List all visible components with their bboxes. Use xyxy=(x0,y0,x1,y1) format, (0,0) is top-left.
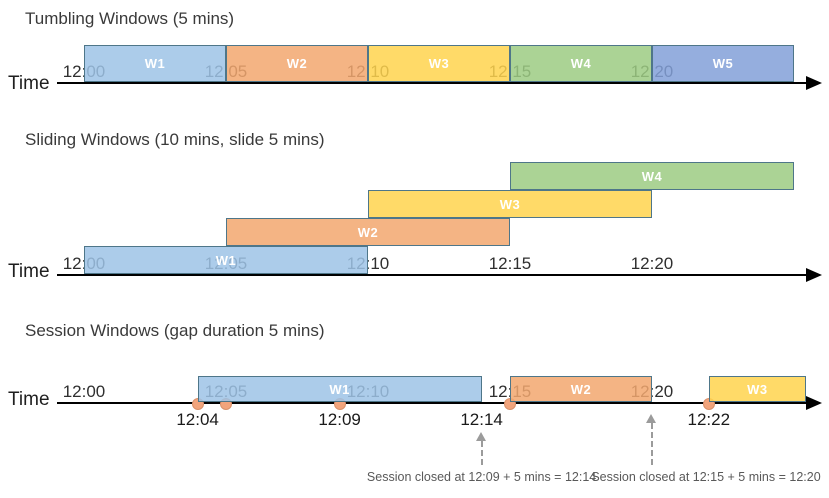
window-tumbling-w4: W4 xyxy=(510,45,652,82)
window-tumbling-w3: W3 xyxy=(368,45,510,82)
window-label: W3 xyxy=(499,196,521,212)
window-session-w2: W2 xyxy=(510,376,652,402)
axis-tick-label: 12:20 xyxy=(630,254,674,273)
window-label: W1 xyxy=(144,56,166,71)
window-label: W5 xyxy=(712,56,734,71)
window-label: W4 xyxy=(570,56,592,71)
callout-dashed-line xyxy=(480,441,483,465)
time-axis-arrowhead-icon xyxy=(806,76,822,90)
callout-up-arrow-icon xyxy=(475,432,486,441)
window-tumbling-w1: W1 xyxy=(84,45,226,82)
time-axis-line xyxy=(57,274,806,276)
window-label: W2 xyxy=(286,56,308,71)
window-tumbling-w5: W5 xyxy=(652,45,794,82)
section-title-session: Session Windows (gap duration 5 mins) xyxy=(25,321,325,340)
callout-text: Session closed at 12:09 + 5 mins = 12:14 xyxy=(366,470,597,484)
time-axis-label: Time xyxy=(8,389,50,410)
window-sliding-w2: W2 xyxy=(226,218,510,246)
window-sliding-w3: W3 xyxy=(368,190,652,218)
time-axis-line xyxy=(57,402,806,404)
callout-text: Session closed at 12:15 + 5 mins = 12:20 xyxy=(591,470,821,484)
window-session-w1: W1 xyxy=(197,376,482,402)
event-time-label: 12:14 xyxy=(460,410,503,429)
window-label: W4 xyxy=(641,168,663,184)
section-title-sliding: Sliding Windows (10 mins, slide 5 mins) xyxy=(25,130,325,149)
callout-dashed-line xyxy=(651,423,653,465)
callout-up-arrow-icon xyxy=(646,414,656,423)
window-sliding-w4: W4 xyxy=(510,162,794,190)
window-label: W2 xyxy=(570,381,592,397)
event-time-label: 12:09 xyxy=(318,410,361,429)
window-sliding-w1: W1 xyxy=(84,246,368,274)
axis-tick-label: 12:00 xyxy=(62,382,106,401)
time-axis-arrowhead-icon xyxy=(806,268,822,282)
time-axis-arrowhead-icon xyxy=(806,396,822,410)
event-time-label: 12:04 xyxy=(176,410,219,429)
section-title-tumbling: Tumbling Windows (5 mins) xyxy=(25,9,235,28)
window-session-w3: W3 xyxy=(708,376,806,402)
window-tumbling-w2: W2 xyxy=(226,45,368,82)
time-axis-label: Time xyxy=(8,73,50,94)
window-label: W2 xyxy=(357,224,379,240)
time-axis-label: Time xyxy=(8,261,50,282)
window-label: W1 xyxy=(215,252,237,268)
time-axis-line xyxy=(57,82,806,84)
window-label: W3 xyxy=(428,56,450,71)
event-time-label: 12:22 xyxy=(687,410,731,429)
window-label: W3 xyxy=(747,381,768,397)
window-label: W1 xyxy=(329,381,350,397)
axis-tick-label: 12:15 xyxy=(488,254,532,273)
